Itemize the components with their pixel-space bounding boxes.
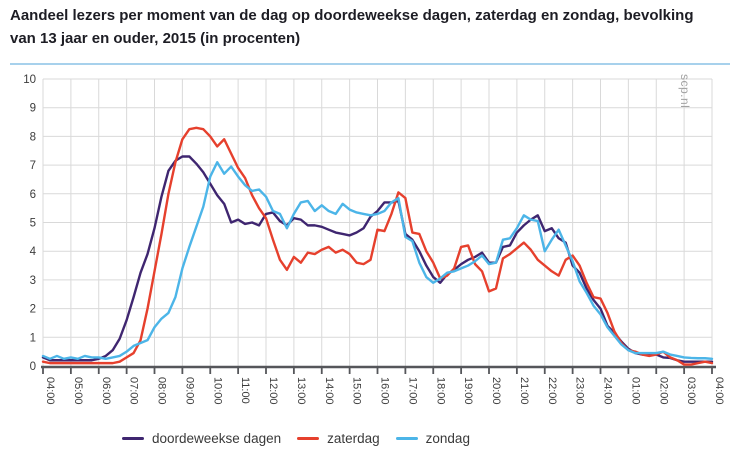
x-tick-label: 08:00 (156, 377, 168, 405)
x-tick-label: 22:00 (546, 377, 558, 405)
title-rule (10, 63, 730, 65)
legend-swatch-line-icon (297, 437, 320, 440)
x-tick-label: 12:00 (267, 377, 279, 405)
legend-label: zaterdag (327, 431, 380, 446)
x-tick-label: 04:00 (44, 377, 56, 405)
x-tick-label: 20:00 (490, 377, 502, 405)
legend-swatch-line-icon (122, 437, 144, 440)
x-tick-label: 06:00 (100, 377, 112, 405)
x-tick-label: 04:00 (713, 377, 725, 405)
legend-label: doordeweekse dagen (152, 431, 282, 446)
x-tick-label: 19:00 (462, 377, 474, 405)
y-tick-label: 1 (30, 332, 36, 344)
x-tick-label: 14:00 (323, 377, 335, 405)
x-tick-label: 02:00 (657, 377, 669, 405)
series-line-doordeweekse-dagen (41, 155, 714, 363)
x-tick-label: 07:00 (128, 377, 140, 405)
x-tick-label: 10:00 (211, 377, 223, 405)
x-tick-label: 13:00 (295, 377, 307, 405)
y-tick-label: 3 (30, 275, 36, 287)
x-tick-label: 05:00 (72, 377, 84, 405)
y-tick-label: 0 (30, 361, 36, 373)
y-tick-label: 2 (30, 304, 36, 316)
x-tick-label: 18:00 (434, 377, 446, 405)
y-tick-label: 4 (30, 246, 37, 258)
legend: doordeweekse dagen zaterdag zondag (122, 431, 470, 446)
x-tick-label: 09:00 (183, 377, 195, 405)
watermark: scp.nl (678, 74, 692, 109)
x-tick-label: 15:00 (351, 377, 363, 405)
x-tick-label: 17:00 (406, 377, 418, 405)
series-line-zaterdag (41, 126, 714, 366)
page-title: Aandeel lezers per moment van de dag op … (10, 7, 694, 47)
x-tick-label: 16:00 (379, 377, 391, 405)
y-tick-label: 10 (23, 74, 36, 86)
legend-item-zondag: zondag (395, 431, 470, 446)
x-tick-label: 01:00 (629, 377, 641, 405)
x-tick-label: 03:00 (685, 377, 697, 405)
y-tick-label: 8 (30, 131, 36, 143)
y-tick-label: 7 (30, 160, 36, 172)
legend-label: zondag (425, 431, 470, 446)
y-tick-label: 6 (30, 189, 36, 201)
x-tick-label: 23:00 (574, 377, 586, 405)
x-tick-label: 21:00 (518, 377, 530, 405)
x-tick-label: 24:00 (602, 377, 614, 405)
legend-item-doordeweekse-dagen: doordeweekse dagen (122, 431, 281, 446)
legend-swatch-line-icon (395, 437, 418, 440)
x-tick-label: 11:00 (239, 377, 251, 404)
legend-item-zaterdag: zaterdag (297, 431, 380, 446)
y-tick-label: 9 (30, 103, 36, 115)
y-tick-label: 5 (30, 218, 36, 230)
series-line-zondag (41, 161, 714, 361)
